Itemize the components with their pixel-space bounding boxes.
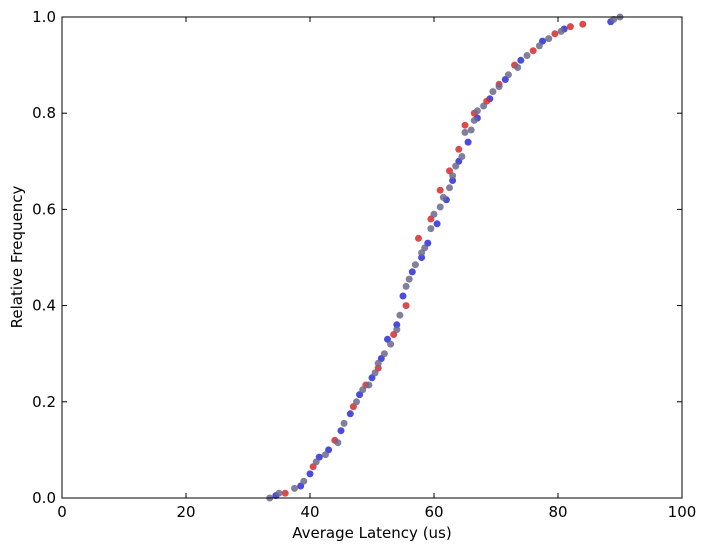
data-point (300, 477, 308, 485)
data-point (545, 35, 553, 43)
data-point (610, 15, 618, 23)
ticks-layer: 0 20 40 60 80 100 0.0 0.2 0.4 0.6 0.8 1.0 (32, 8, 696, 521)
data-point (436, 186, 444, 194)
data-point (411, 261, 419, 269)
data-point (523, 52, 531, 59)
data-point (408, 268, 416, 276)
y-tick-label: 0.2 (32, 393, 56, 411)
y-tick-label: 1.0 (32, 8, 56, 26)
data-point (353, 398, 360, 406)
x-axis-label: Average Latency (us) (292, 524, 451, 542)
data-point (402, 282, 410, 290)
data-point (275, 489, 283, 497)
data-point (402, 302, 410, 310)
data-point (489, 88, 497, 96)
data-point (452, 162, 460, 170)
data-point (461, 128, 469, 136)
data-point (340, 419, 348, 427)
data-point (312, 458, 320, 466)
x-tick-label: 80 (548, 503, 567, 521)
data-point (458, 153, 466, 160)
data-point (371, 369, 379, 377)
data-point (281, 489, 289, 497)
data-point (449, 177, 457, 184)
data-point (399, 292, 407, 300)
data-point (365, 381, 373, 389)
y-axis-label: Relative Frequency (8, 186, 26, 329)
y-tick-label: 0.0 (32, 489, 56, 507)
x-tick-label: 20 (176, 503, 195, 521)
data-point (495, 83, 503, 91)
x-tick-label: 0 (57, 503, 67, 521)
data-point (504, 71, 512, 79)
points-layer (266, 13, 624, 502)
x-tick-label: 60 (424, 503, 443, 521)
data-point (291, 484, 298, 492)
y-tick-label: 0.8 (32, 104, 56, 122)
data-point (461, 121, 469, 129)
data-point (439, 193, 447, 201)
data-point (393, 321, 401, 329)
plot-frame (61, 16, 683, 499)
x-tick-label: 40 (300, 503, 319, 521)
data-point (535, 42, 543, 50)
data-point (421, 244, 429, 252)
data-point (334, 439, 342, 447)
data-point (480, 102, 488, 110)
y-tick-label: 0.6 (32, 200, 56, 218)
data-point (473, 107, 481, 115)
data-point (322, 451, 329, 459)
data-point (579, 20, 587, 28)
data-point (427, 225, 435, 233)
data-point (374, 359, 382, 367)
data-point (449, 172, 457, 180)
data-point (405, 275, 413, 283)
data-point (433, 220, 441, 228)
data-point (415, 234, 422, 242)
data-point (514, 64, 522, 71)
data-point (430, 210, 438, 218)
x-tick-label: 100 (668, 503, 697, 521)
data-point (380, 350, 388, 358)
data-point (393, 326, 401, 334)
data-point (346, 410, 354, 418)
data-point (467, 126, 475, 134)
data-point (396, 311, 404, 319)
data-point (418, 254, 426, 261)
data-point (306, 470, 314, 478)
data-point (455, 145, 463, 153)
y-tick-label: 0.4 (32, 297, 56, 315)
data-point (529, 47, 537, 55)
data-point (517, 56, 525, 64)
data-point (387, 340, 395, 348)
data-point (446, 184, 453, 192)
data-point (359, 386, 367, 394)
data-point (436, 203, 444, 211)
data-point (551, 30, 559, 38)
data-point (337, 427, 345, 435)
data-point (557, 27, 565, 35)
data-point (464, 138, 472, 146)
data-point (566, 23, 574, 31)
data-point (470, 116, 478, 124)
